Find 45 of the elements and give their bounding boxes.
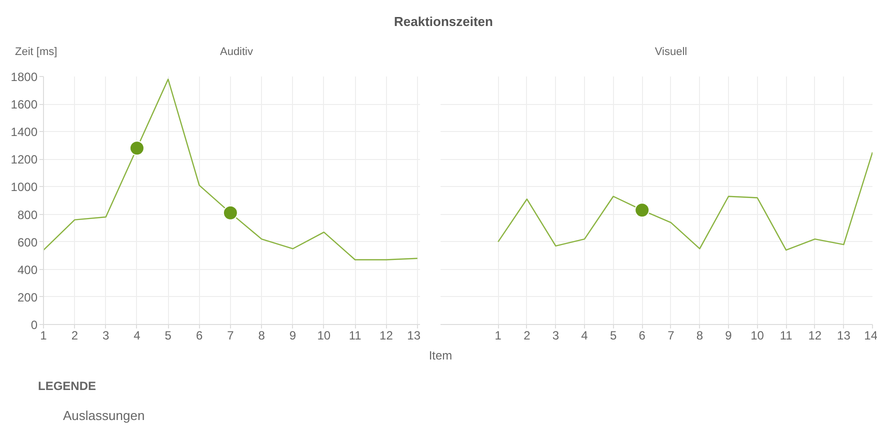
x-tick-label: 8 [696, 328, 704, 342]
x-tick-label: 1 [40, 328, 48, 342]
x-tick-label: 5 [164, 328, 172, 342]
x-tick-label: 12 [808, 328, 822, 342]
x-tick-label: 7 [227, 328, 234, 342]
x-tick-label: 3 [552, 328, 560, 342]
text: Auslassungen [63, 408, 145, 422]
x-tick-label: 10 [750, 328, 764, 342]
x-tick-label: 9 [725, 328, 732, 342]
x-tick-label: 11 [348, 328, 362, 342]
legend-title: LEGENDE [38, 379, 98, 393]
y-tick-label: 1400 [10, 125, 38, 140]
x-tick-label: 8 [258, 328, 266, 342]
x-tick-label: 5 [610, 328, 617, 342]
chart-subtitle: Auditiv [220, 46, 254, 58]
y-tick-label: 0 [30, 318, 38, 332]
x-tick-label: 13 [407, 328, 421, 342]
x-tick-label: 13 [837, 328, 851, 342]
x-tick-label: 9 [289, 328, 296, 342]
y-tick-label: 600 [17, 235, 38, 250]
x-tick-label: 4 [581, 328, 588, 342]
line-series [44, 78, 418, 260]
y-axis-title: Zeit [ms] [15, 45, 58, 60]
x-tick-label: 10 [317, 328, 331, 342]
y-tick-label: 400 [17, 262, 38, 277]
x-tick-label: 4 [134, 328, 141, 342]
x-tick-label: 7 [668, 328, 675, 342]
x-tick-label: 2 [524, 328, 531, 342]
y-tick-label: 200 [17, 290, 38, 304]
x-tick-label: 14 [864, 328, 877, 342]
x-axis-title: Item [428, 348, 452, 362]
x-tick-label: 12 [380, 328, 394, 342]
x-tick-label: 3 [102, 328, 110, 342]
x-tick-label: 2 [71, 328, 78, 342]
x-tick-label: 6 [196, 328, 203, 342]
y-tick-label: 1600 [10, 98, 38, 112]
y-tick-label: 1000 [10, 180, 38, 194]
x-tick-label: 11 [780, 328, 793, 342]
x-tick-label: 1 [494, 328, 502, 342]
chart-subtitle: Visuell [654, 45, 688, 60]
y-tick-label: 1800 [10, 70, 38, 84]
y-tick-label: 1200 [10, 152, 38, 167]
y-tick-label: 800 [17, 208, 38, 222]
chart-title: Reaktionszeiten [394, 13, 493, 31]
x-tick-label: 6 [638, 328, 646, 342]
